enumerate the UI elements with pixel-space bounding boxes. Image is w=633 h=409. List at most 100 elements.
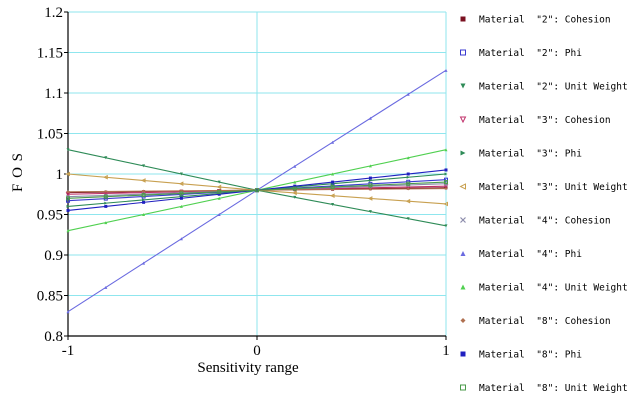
data-point [179,191,184,196]
data-point [443,184,449,189]
data-point [179,237,183,241]
legend-marker [459,116,467,124]
data-point [66,190,70,194]
data-point [66,310,70,314]
y-tick-label: 1.2 [44,5,63,21]
y-tick-label: 0.9 [44,248,63,264]
legend-marker [460,284,466,290]
data-point [444,68,448,72]
legend-label: Material "2": Cohesion [479,15,611,26]
legend-label: Material "3": Cohesion [479,115,611,126]
data-point [142,213,146,216]
legend: Material "2": Cohesion Material "2": Phi M… [459,15,628,394]
data-point [330,184,335,189]
data-point [368,187,372,191]
series-group [65,68,449,314]
data-point [293,180,297,184]
x-tick-label: 1 [442,343,450,359]
data-point [142,200,146,204]
data-point [406,172,410,176]
data-point [444,172,448,176]
legend-marker [460,384,466,391]
legend-entry: Material "2": Phi [460,48,582,59]
data-point [292,186,297,191]
legend-entry: Material "3": Unit Weight [459,182,628,193]
legend-label: Material "8": Cohesion [479,316,611,327]
data-point [216,184,222,190]
legend-entry: Material "8": Unit Weight [460,383,628,394]
data-point [142,164,146,168]
data-point [368,183,373,188]
data-point [444,177,448,182]
data-point [331,180,335,184]
legend-marker [460,318,466,323]
data-point [179,196,183,200]
data-point [406,175,410,179]
data-point [103,194,108,199]
data-point [444,168,448,172]
y-tick-label: 0.85 [37,289,63,305]
data-point [217,189,222,194]
legend-entry: Material "8": Phi [460,350,582,361]
data-point [293,184,297,188]
data-point [142,261,146,265]
y-tick-label: 0.95 [37,208,63,224]
data-point [444,224,448,228]
x-axis-title: Sensitivity range [197,360,299,376]
data-point [444,148,448,152]
series-12 [66,180,448,201]
tick-labels: 0.8 0.85 0.9 0.95 1 1.05 1.1 1.15 1.2 -1 0 1 [37,5,450,359]
data-point [66,204,70,208]
data-point [293,195,297,199]
y-axis-title: F O S [10,152,26,192]
data-point [217,196,221,200]
legend-marker [460,83,466,89]
data-point [329,193,335,199]
data-point [217,180,221,184]
data-point [66,196,70,201]
data-point [444,187,448,191]
legend-entry: Material "4": Cohesion [460,216,611,227]
data-point [65,171,70,177]
data-point [331,172,335,176]
y-tick-label: 0.8 [44,329,63,345]
legend-marker [460,351,466,357]
data-point [368,178,372,182]
legend-label: Material "2": Unit Weight [479,82,628,93]
data-point [255,188,259,193]
legend-label: Material "4": Phi [479,249,582,260]
data-point [217,192,221,196]
y-tick-label: 1.1 [44,86,63,102]
legend-entry: Material "2": Cohesion [460,15,611,26]
data-point [406,156,410,160]
data-point [66,229,70,233]
legend-label: Material "4": Cohesion [479,216,611,227]
data-point [368,210,372,214]
data-point [331,140,335,144]
legend-entry: Material "4": Unit Weight [460,283,628,294]
data-point [104,204,108,208]
legend-marker [460,150,466,156]
data-point [104,189,108,193]
legend-marker [460,49,466,56]
data-point [368,164,372,168]
data-point [178,181,184,187]
legend-entry: Material "4": Phi [460,249,582,260]
x-tick-label: 0 [253,343,261,359]
legend-label: Material "8": Unit Weight [479,383,628,394]
data-point [292,190,297,196]
data-point [368,116,372,120]
data-point [103,174,108,180]
legend-label: Material "3": Phi [479,149,582,160]
series-line [67,181,447,199]
data-point [66,198,70,203]
grid [68,11,447,336]
data-point [368,176,372,180]
data-point [140,178,146,183]
data-point [331,202,335,206]
data-point [406,92,410,96]
data-point [179,172,183,176]
data-point [406,181,411,186]
data-point [66,208,70,212]
data-point [142,198,146,202]
